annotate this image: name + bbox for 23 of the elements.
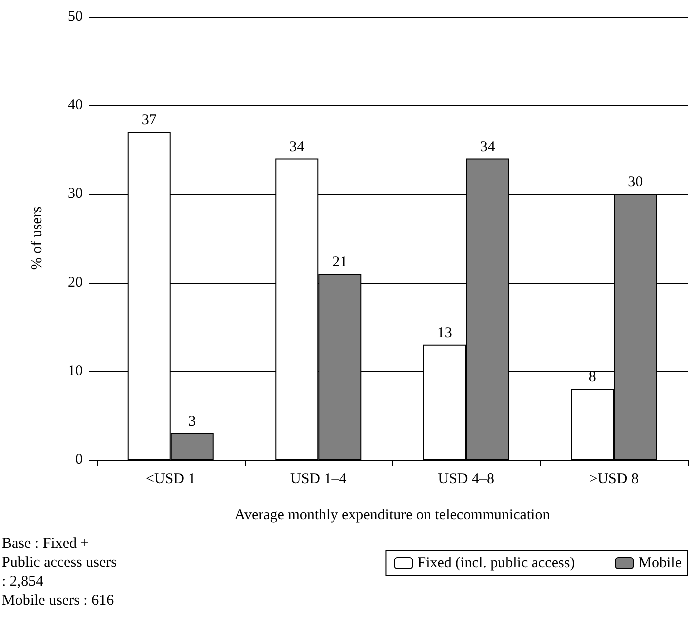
x-tick-label: USD 1–4 [290, 472, 348, 488]
x-tick-label: USD 4–8 [438, 472, 495, 488]
text: Mobile users : 616 [2, 592, 116, 611]
y-axis-title: % of users [30, 206, 46, 270]
y-tick-label: 50 [68, 9, 83, 25]
data-label: 3 [188, 414, 196, 430]
y-tick-label: 0 [76, 452, 83, 468]
legend-label: Mobile [638, 556, 682, 572]
data-label: 34 [290, 139, 306, 156]
data-label: 37 [142, 112, 158, 129]
data-label: 30 [628, 174, 644, 191]
text: Base : Fixed + Public access users : 2,854 [2, 535, 118, 592]
x-tick-label: <USD 1 [146, 472, 196, 488]
y-tick-label: 40 [68, 98, 83, 114]
data-label: 34 [480, 139, 496, 156]
x-tick-label: >USD 8 [589, 472, 639, 488]
data-label: 13 [437, 325, 452, 342]
y-tick-label: 10 [68, 363, 83, 380]
data-label: 21 [332, 254, 348, 270]
y-tick-label: 20 [68, 274, 83, 291]
y-tick-label: 30 [68, 186, 83, 202]
x-axis-title: Average monthly expenditure on telecommunication [234, 508, 551, 524]
legend-label: Fixed (incl. public access) [418, 556, 576, 572]
